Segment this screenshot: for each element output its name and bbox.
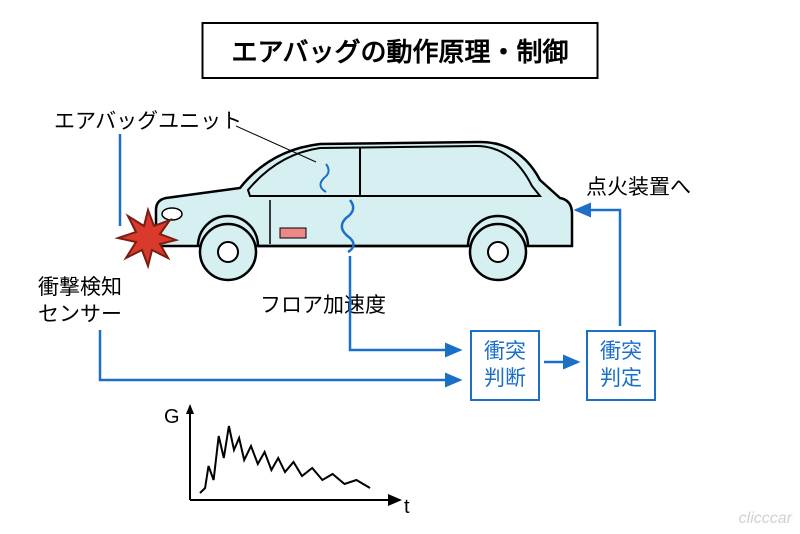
graph-x-label: t xyxy=(404,494,410,520)
car-illustration xyxy=(156,142,572,280)
watermark: clicccar xyxy=(739,510,792,528)
diagram-svg xyxy=(0,0,800,534)
graph-axes xyxy=(186,404,400,500)
graph-y-label: G xyxy=(164,404,180,430)
graph-signal xyxy=(200,426,370,493)
